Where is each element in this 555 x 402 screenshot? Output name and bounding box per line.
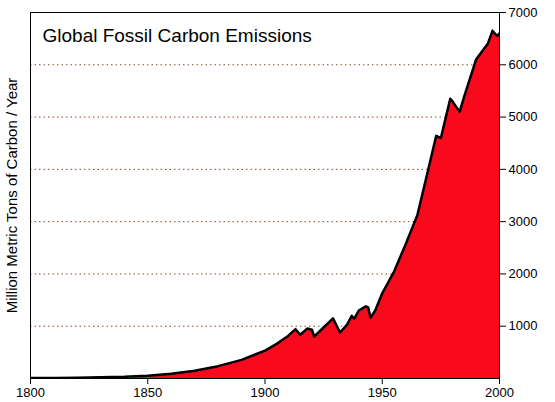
- svg-text:1950: 1950: [368, 385, 397, 400]
- svg-text:Global Fossil Carbon Emissions: Global Fossil Carbon Emissions: [43, 25, 312, 46]
- svg-text:7000: 7000: [509, 5, 538, 20]
- svg-text:1900: 1900: [251, 385, 280, 400]
- svg-text:1850: 1850: [133, 385, 162, 400]
- svg-text:2000: 2000: [485, 385, 514, 400]
- svg-text:4000: 4000: [509, 162, 538, 177]
- svg-text:3000: 3000: [509, 214, 538, 229]
- svg-text:1800: 1800: [16, 385, 45, 400]
- svg-text:6000: 6000: [509, 57, 538, 72]
- svg-text:1000: 1000: [509, 318, 538, 333]
- svg-text:5000: 5000: [509, 109, 538, 124]
- svg-text:2000: 2000: [509, 266, 538, 281]
- svg-text:Million Metric Tons of Carbon: Million Metric Tons of Carbon / Year: [3, 78, 20, 314]
